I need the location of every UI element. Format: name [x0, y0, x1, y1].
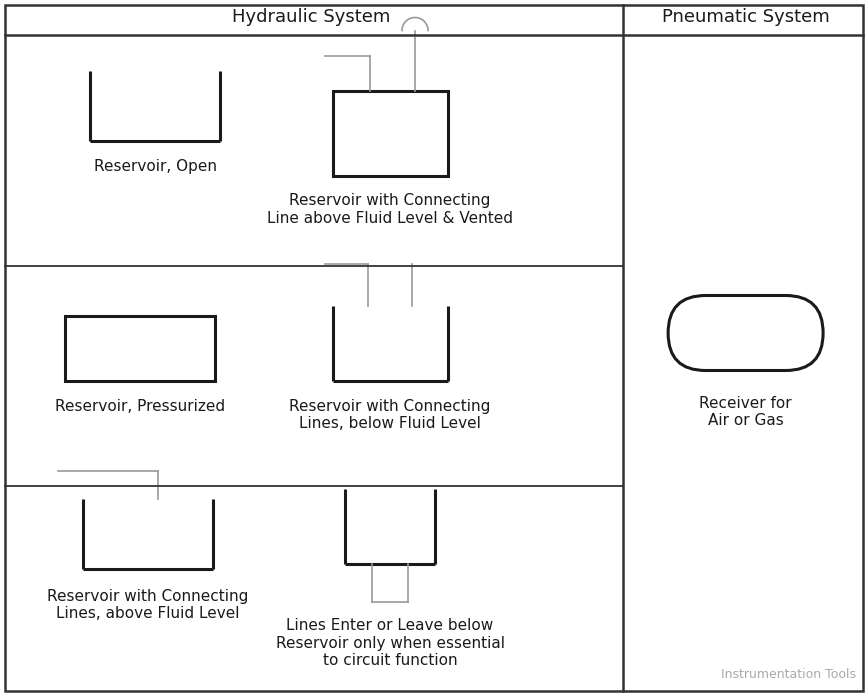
- Text: Reservoir, Open: Reservoir, Open: [94, 159, 216, 173]
- Bar: [65, 316, 215, 381]
- Text: Receiver for
Air or Gas: Receiver for Air or Gas: [700, 395, 792, 428]
- Text: Reservoir with Connecting
Lines, above Fluid Level: Reservoir with Connecting Lines, above F…: [48, 589, 249, 621]
- Bar: [332, 90, 448, 175]
- Text: Pneumatic System: Pneumatic System: [661, 8, 830, 26]
- Text: Reservoir with Connecting
Line above Fluid Level & Vented: Reservoir with Connecting Line above Flu…: [267, 193, 513, 226]
- Text: Reservoir with Connecting
Lines, below Fluid Level: Reservoir with Connecting Lines, below F…: [289, 399, 490, 432]
- Text: Instrumentation Tools: Instrumentation Tools: [721, 668, 856, 681]
- Text: Reservoir, Pressurized: Reservoir, Pressurized: [55, 399, 225, 414]
- Text: Hydraulic System: Hydraulic System: [233, 8, 391, 26]
- FancyBboxPatch shape: [668, 296, 823, 370]
- Text: Lines Enter or Leave below
Reservoir only when essential
to circuit function: Lines Enter or Leave below Reservoir onl…: [275, 619, 504, 668]
